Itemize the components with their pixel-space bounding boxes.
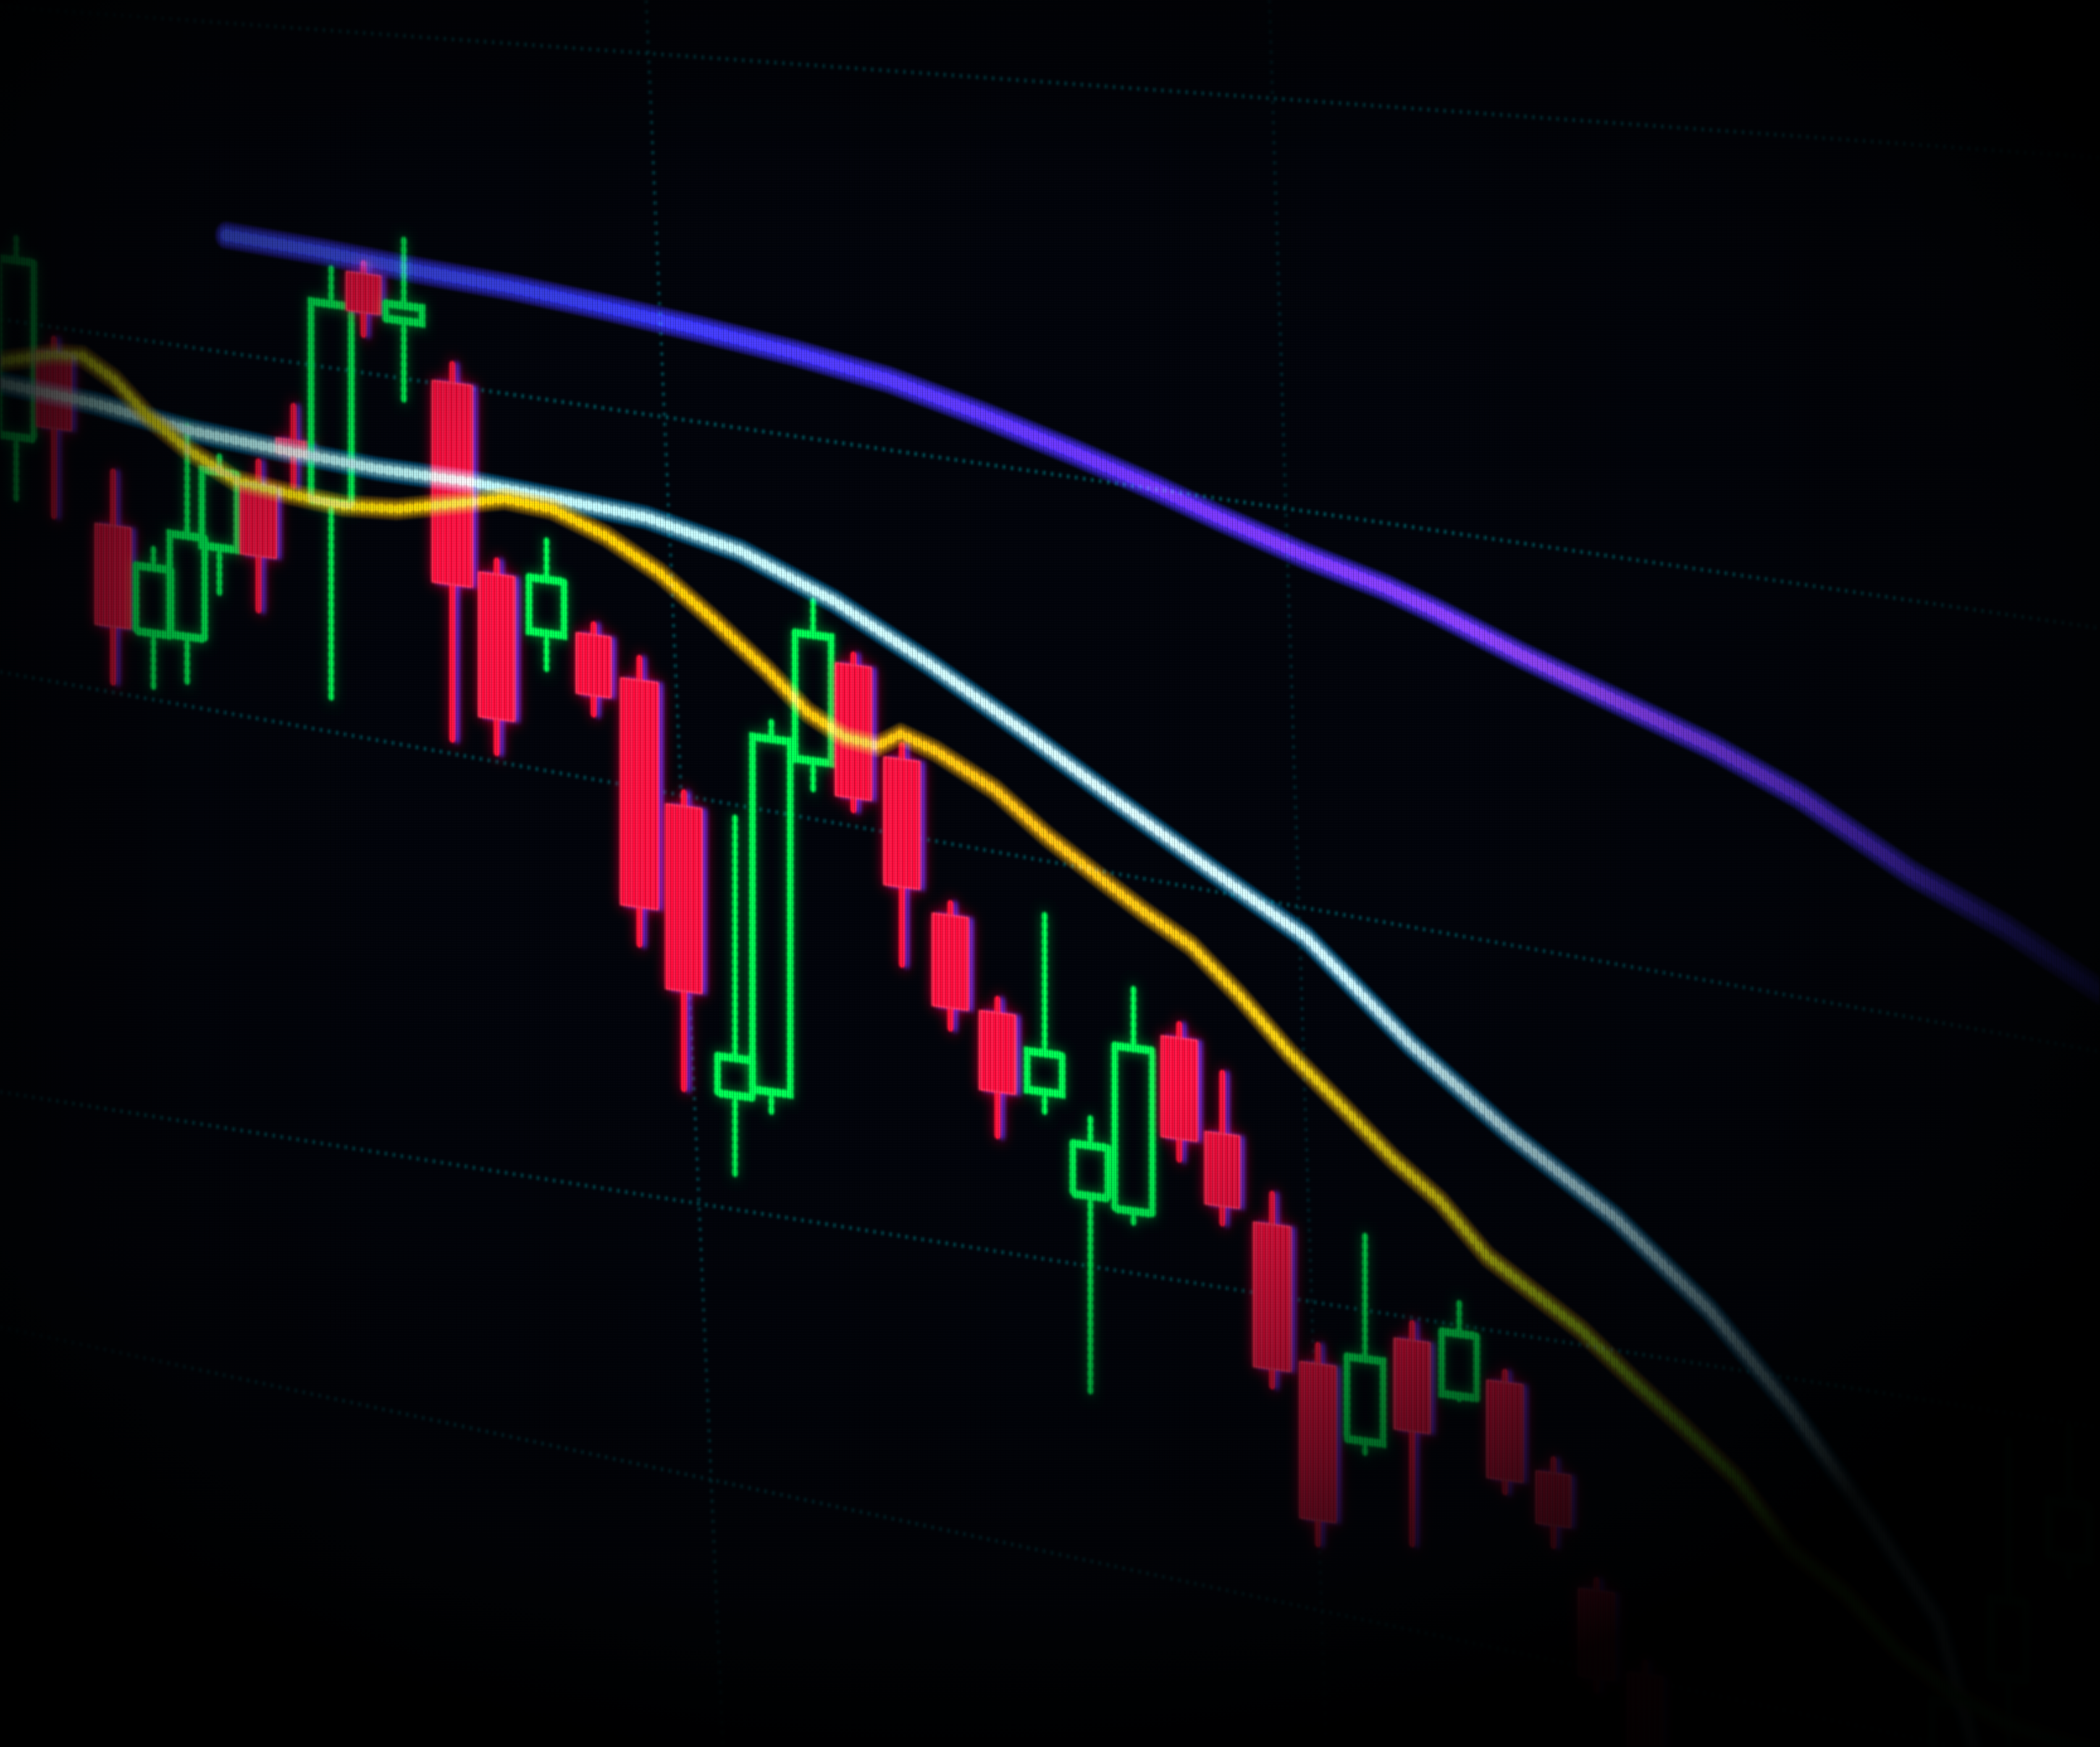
candlestick-chart xyxy=(0,0,2100,1747)
photo-grain xyxy=(0,0,2100,1747)
trading-chart-photo xyxy=(0,0,2100,1747)
